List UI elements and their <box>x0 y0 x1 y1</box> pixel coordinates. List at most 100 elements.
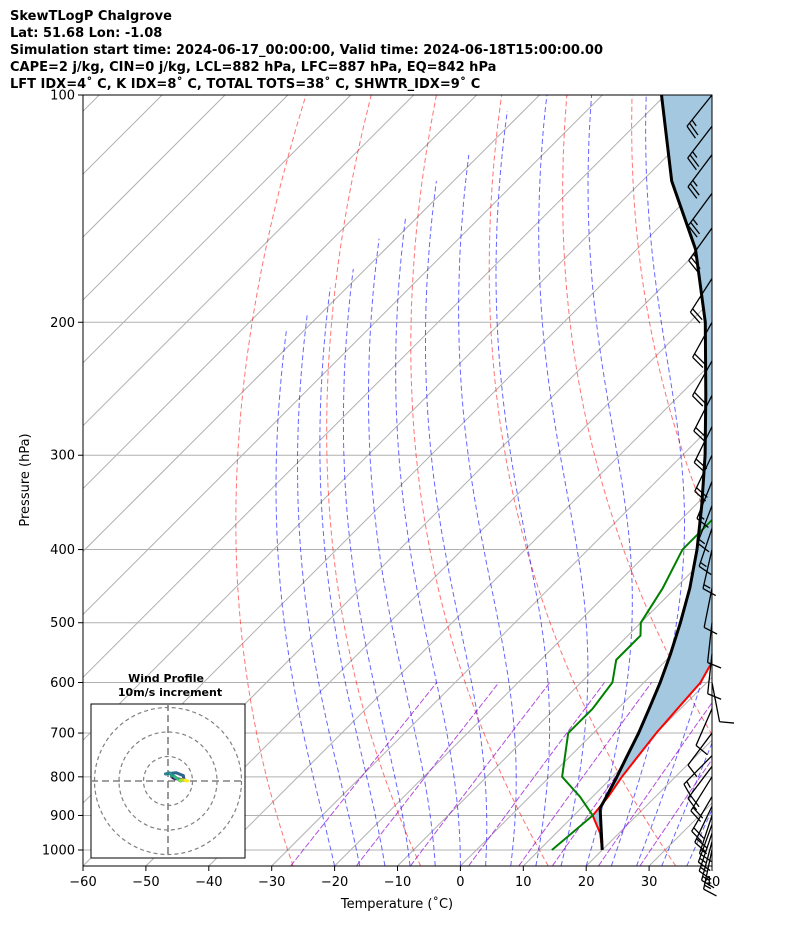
barb-full <box>687 797 698 811</box>
barb-half <box>703 584 711 589</box>
barb-half <box>698 514 705 520</box>
barb-full <box>689 794 700 808</box>
wind-barb <box>711 682 735 724</box>
barb-full <box>698 870 712 880</box>
barb-full <box>690 810 702 823</box>
barb-full <box>687 186 698 199</box>
y-tick-label: 700 <box>50 727 75 742</box>
barb-shaft <box>687 125 713 159</box>
barb-shaft <box>690 776 713 812</box>
barb-full <box>695 744 708 756</box>
barb-shaft <box>698 528 713 567</box>
isotherm-line <box>83 95 540 553</box>
barb-full <box>692 395 704 407</box>
barb-shaft <box>691 796 713 832</box>
barb-shaft <box>695 708 713 746</box>
wind-barb <box>698 528 713 576</box>
barb-shaft <box>698 815 713 854</box>
barb-shaft <box>711 682 721 722</box>
hodograph-plot <box>91 704 245 858</box>
barb-full <box>693 827 705 839</box>
wind-barb <box>703 588 718 635</box>
moist-adiabat <box>297 313 361 866</box>
barb-shaft <box>693 426 713 463</box>
barb-full <box>695 427 707 438</box>
y-axis-label: Pressure (hPa) <box>18 433 33 526</box>
x-tick-label: 30 <box>641 875 658 890</box>
barb-shaft <box>694 454 713 492</box>
moist-adiabat <box>319 287 386 866</box>
mixing-ratio-line <box>468 682 605 866</box>
barb-shaft <box>702 549 713 589</box>
isotherm-line <box>83 95 100 112</box>
barb-full <box>697 861 711 872</box>
barb-full <box>690 256 701 270</box>
barb-half <box>686 781 691 788</box>
moist-adiabat <box>458 154 517 866</box>
barb-shaft <box>706 622 713 663</box>
mixing-ratio-line <box>290 682 438 866</box>
y-tick-label: 900 <box>50 809 75 824</box>
x-tick-label: 20 <box>578 875 595 890</box>
wind-barb <box>694 454 713 502</box>
isotherm-line <box>397 550 712 866</box>
barb-full <box>692 308 703 321</box>
x-tick-label: −60 <box>69 875 96 890</box>
barb-shaft <box>707 653 713 694</box>
dry-adiabat <box>326 95 422 866</box>
barb-full <box>689 183 700 196</box>
cape-line: CAPE=2 j/kg, CIN=0 j/kg, LCL=882 hPa, LF… <box>10 60 497 75</box>
barb-half <box>700 866 707 872</box>
mixing-ratio-line <box>409 682 551 866</box>
barb-full <box>695 458 708 470</box>
location-line: Lat: 51.68 Lon: -1.08 <box>10 26 163 41</box>
index-line: LFT IDX=4˚ C, K IDX=8˚ C, TOTAL TOTS=38˚… <box>10 77 481 92</box>
x-tick-label: 10 <box>515 875 532 890</box>
dry-adiabat <box>488 95 677 866</box>
barb-full <box>690 221 701 235</box>
barb-full <box>696 487 708 498</box>
isotherm-line <box>271 424 712 866</box>
dry-adiabat <box>410 95 549 866</box>
isotherm-line <box>460 613 712 866</box>
barb-full <box>692 806 704 819</box>
moist-adiabat <box>395 216 461 866</box>
wind-barb <box>687 154 713 199</box>
wind-barb <box>691 796 713 843</box>
dewpoint-line <box>551 518 712 851</box>
barb-full <box>694 391 706 404</box>
wind-barb <box>707 653 722 700</box>
barb-half <box>700 561 707 568</box>
barb-full <box>683 783 692 798</box>
x-tick-label: 40 <box>704 875 721 890</box>
mixing-ratio-line <box>518 682 653 866</box>
wind-barb <box>698 815 713 863</box>
moist-adiabat <box>425 180 488 866</box>
cape-shading <box>592 95 712 850</box>
y-tick-label: 200 <box>50 316 75 331</box>
wind-barb <box>702 549 717 597</box>
x-tick-label: −40 <box>195 875 222 890</box>
hodograph-subtitle: 10m/s increment <box>118 686 222 699</box>
barb-full <box>687 764 698 778</box>
wind-barb <box>689 278 713 324</box>
y-tick-label: 100 <box>50 89 75 104</box>
barb-half <box>692 218 698 226</box>
isotherm-line <box>83 110 712 741</box>
barb-half <box>698 538 706 545</box>
mixing-ratio-line <box>639 758 712 866</box>
axis-ticks: −60 −50 −40 −30 −20 −10 0 10 20 30 40 100 200 300 400 5… <box>42 89 720 891</box>
barb-full <box>694 841 707 853</box>
wind-barb <box>693 426 713 473</box>
barb-full <box>699 852 712 863</box>
moist-adiabat <box>661 741 712 866</box>
barb-half <box>700 849 708 855</box>
x-tick-label: −20 <box>321 875 348 890</box>
y-tick-label: 300 <box>50 449 75 464</box>
barb-shaft <box>687 766 713 799</box>
barb-shaft <box>693 395 713 432</box>
wind-barbs <box>683 94 735 897</box>
dry-adiabat <box>235 95 307 866</box>
isotherm-line <box>334 487 712 866</box>
